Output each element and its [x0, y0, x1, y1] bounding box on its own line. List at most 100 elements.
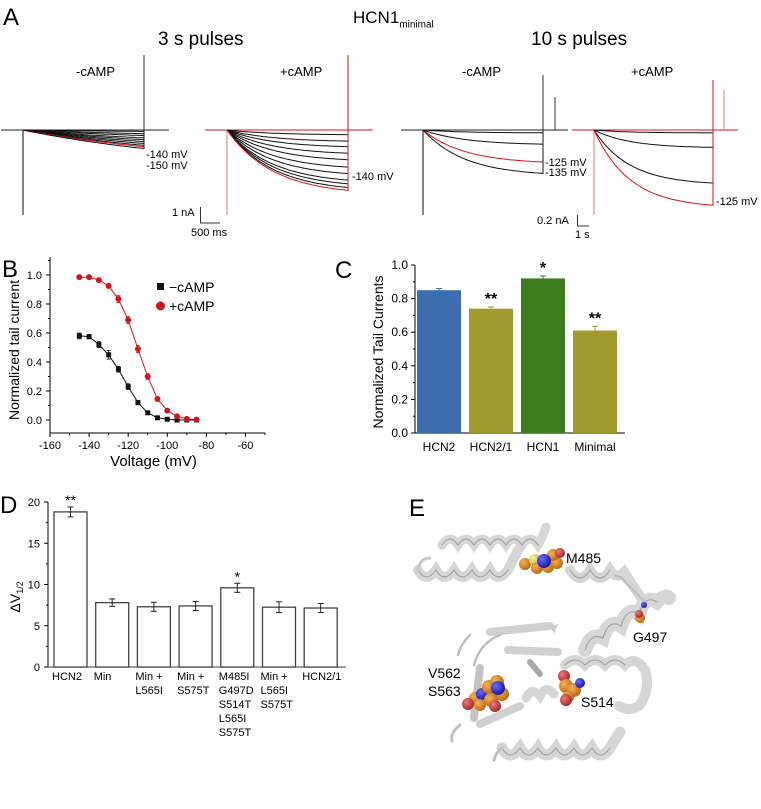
voltage-label-3s-minus-2: -150 mV	[146, 160, 188, 172]
data-point-minus-camp	[145, 410, 151, 416]
trace	[422, 129, 544, 134]
bar-6	[303, 607, 338, 668]
y-tick-label: 0.4	[27, 357, 42, 369]
y-tick-label: 15	[28, 538, 40, 550]
data-point-minus-camp	[174, 417, 180, 423]
figure-title: HCN1minimal	[353, 8, 434, 30]
data-point-plus-camp	[134, 345, 141, 352]
x-tick-label: Min	[94, 671, 112, 683]
helix-bottom	[496, 726, 626, 761]
x-tick-label: -120	[117, 440, 139, 452]
x-tick-label: M485I	[219, 671, 250, 683]
residue-label-m485: M485	[566, 550, 602, 566]
y-axis-label: Normalized Tail Currents	[370, 275, 386, 428]
y-tick-label: 0.4	[391, 359, 408, 373]
trace	[226, 129, 349, 154]
legend-marker-minus-camp	[157, 283, 164, 290]
bar-1	[95, 602, 130, 668]
chart-c: 0.0 0.2 0.4 0.6 0.8 1.0 Normalized Tail Curren…	[370, 258, 625, 454]
bar-5	[261, 606, 297, 668]
x-tick-label: Min +	[261, 671, 288, 683]
bar-hcn1	[521, 278, 565, 433]
data-point-minus-camp	[125, 384, 131, 390]
data-point-plus-camp	[154, 395, 161, 402]
group-title-3s: 3 s pulses	[158, 29, 244, 50]
trace	[226, 129, 349, 175]
residue-m485-atoms	[519, 548, 565, 574]
data-point-plus-camp	[115, 295, 122, 302]
x-tick-label: HCN1	[527, 440, 560, 454]
scalebar-3s-current: 1 nA	[172, 207, 195, 219]
helix-top-1	[437, 522, 551, 554]
legend-label: −cAMP	[169, 279, 215, 295]
residue-s514-atoms	[558, 670, 585, 706]
residue-g497-atoms	[635, 602, 647, 623]
scalebar-10s	[577, 215, 589, 227]
current-traces	[1, 55, 738, 215]
x-tick-label: S575T	[219, 727, 252, 739]
x-tick-label: L565I	[219, 713, 247, 725]
trace	[226, 129, 349, 161]
y-tick-label: 0	[34, 662, 40, 674]
x-tick-label: HCN2/1	[470, 440, 513, 454]
data-point-minus-camp	[115, 366, 121, 372]
figure-title-main: HCN1	[353, 8, 400, 27]
trace	[23, 129, 145, 132]
trace	[422, 129, 544, 174]
data-point-minus-camp	[106, 352, 112, 358]
beta-strand-2	[504, 646, 562, 656]
protein-structure	[413, 522, 676, 762]
significance-marker: *	[540, 260, 547, 277]
y-tick-label: 20	[28, 497, 40, 509]
x-tick-label: HCN2	[52, 671, 82, 683]
trace	[593, 129, 714, 134]
data-point-minus-camp	[76, 333, 82, 339]
y-tick-label: 1.0	[391, 258, 408, 272]
panel-b-letter: B	[2, 256, 19, 283]
chart-b: 0.0 0.2 0.4 0.6 0.8 1.0 -160 -140 -120 -100 -80 -60…	[6, 257, 266, 470]
trace	[226, 129, 349, 181]
trace	[226, 129, 349, 136]
y-tick-label: 0.0	[27, 415, 42, 427]
x-tick-label: S514T	[219, 699, 252, 711]
scalebar-3s	[200, 207, 220, 224]
trace-label-10s-plus: +cAMP	[631, 64, 674, 79]
y-tick-label: 0.8	[27, 299, 42, 311]
data-point-plus-camp	[86, 274, 93, 281]
y-axis-label: ΔV1/2	[7, 581, 25, 612]
y-tick-label: 0.2	[391, 392, 408, 406]
trace	[226, 129, 349, 189]
bar-minimal	[573, 330, 617, 433]
bar-0	[53, 511, 88, 668]
panel-d-letter: D	[0, 492, 18, 519]
data-point-plus-camp	[144, 373, 151, 380]
voltage-label-10s-minus-2: -135 mV	[545, 167, 587, 179]
bar-hcn2	[417, 290, 461, 433]
legend-marker-plus-camp	[156, 301, 165, 311]
trace	[226, 129, 349, 142]
trace	[22, 129, 145, 150]
beta-strand-1	[486, 622, 554, 636]
data-point-minus-camp	[135, 400, 141, 406]
data-point-minus-camp	[96, 342, 102, 348]
residue-label-s563: S563	[428, 683, 461, 699]
x-tick-label: -60	[238, 440, 254, 452]
x-tick-label: G497D	[219, 685, 254, 697]
residue-label-v562: V562	[428, 665, 461, 681]
bar-hcn2-1	[469, 308, 513, 433]
group-title-10s: 10 s pulses	[531, 29, 628, 50]
x-tick-label: Min +	[177, 671, 204, 683]
panel-a-letter: A	[3, 4, 20, 31]
y-tick-label: 1.0	[27, 270, 42, 282]
data-point-plus-camp	[174, 413, 181, 420]
residue-label-s514: S514	[581, 694, 614, 710]
x-tick-label: S575T	[177, 685, 210, 697]
x-tick-label: HCN2	[423, 440, 456, 454]
data-point-plus-camp	[125, 316, 132, 323]
significance-marker: *	[235, 568, 241, 584]
x-tick-label: L565I	[261, 685, 289, 697]
data-point-plus-camp	[95, 277, 102, 284]
y-tick-label: 0.6	[27, 328, 42, 340]
y-axis-label: Normalized tail current	[6, 280, 22, 420]
bar-3	[178, 605, 213, 668]
